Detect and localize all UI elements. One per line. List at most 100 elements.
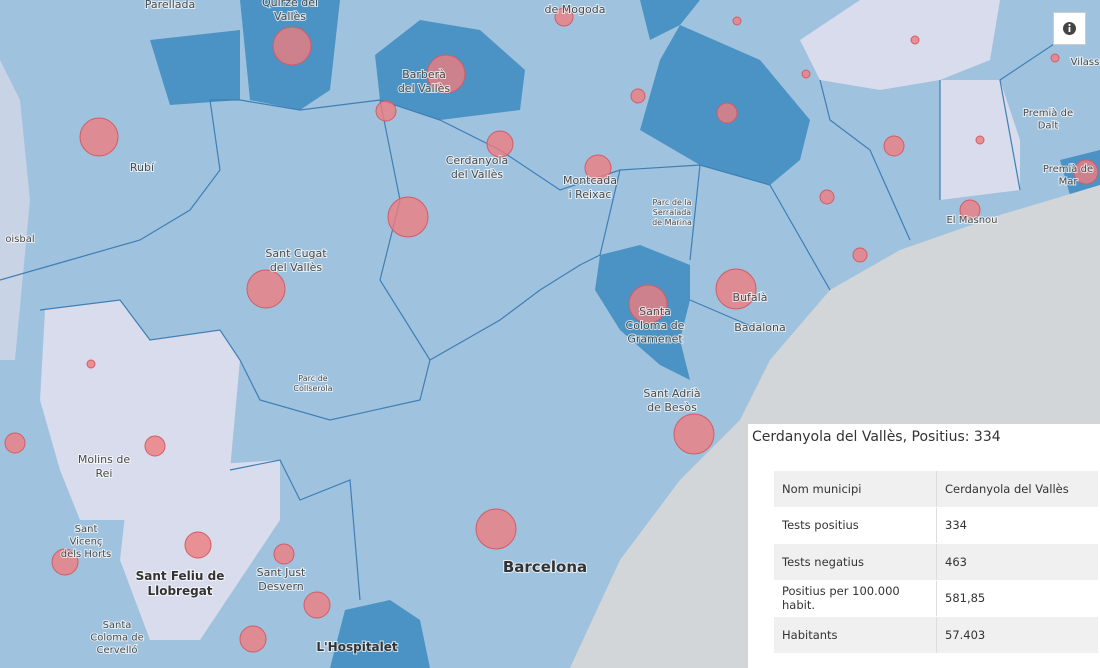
field-name: Tests negatius — [774, 543, 937, 581]
place-label-line: Coloma de — [90, 633, 144, 644]
place-label-line: Sant Adrià — [643, 387, 700, 400]
case-circle — [387, 196, 429, 238]
area-light — [0, 60, 30, 360]
field-name: Nom municipi — [774, 471, 937, 508]
place-label: Santa Coloma de Gramenet — [626, 305, 685, 346]
place-label-line: El Masnou — [946, 215, 997, 226]
case-circle — [628, 284, 668, 324]
place-label-line: Vicenç — [70, 537, 103, 548]
case-circle — [375, 100, 397, 122]
place-label: Premià de Mar — [1043, 163, 1093, 188]
case-circle — [819, 189, 835, 205]
place-label-line: oisbal — [5, 234, 34, 245]
place-label-line: Molins de — [78, 453, 131, 466]
field-value: Cerdanyola del Vallès — [936, 471, 1098, 508]
case-circle — [716, 102, 738, 124]
case-circle — [584, 154, 612, 182]
place-label-line: Sant Cugat — [265, 247, 327, 260]
place-label-line: Premià de — [1043, 163, 1093, 175]
field-name: Tests positius — [774, 507, 937, 544]
popup-table: Nom municipi Cerdanyola del Vallès Tests p… — [774, 471, 1098, 654]
info-button[interactable] — [1053, 12, 1086, 45]
place-label: Molins de Rei — [78, 453, 131, 480]
place-label-line: Parellada — [145, 0, 196, 11]
place-label: Badalona — [734, 321, 786, 334]
place-label-line: Sant — [75, 524, 98, 535]
case-circle — [79, 117, 119, 157]
field-value: 57.403 — [936, 616, 1098, 654]
place-label-line: Badalona — [734, 321, 786, 334]
place-label: Quirze del Vallès — [262, 0, 318, 23]
info-icon — [1063, 22, 1076, 35]
place-label: Rubí — [130, 161, 155, 174]
case-circle — [144, 435, 166, 457]
case-circle — [273, 543, 295, 565]
case-circle — [1073, 159, 1099, 185]
place-label: Santa Coloma de Cervelló — [90, 620, 144, 656]
case-circle — [239, 625, 267, 653]
table-row: Tests positius 334 — [774, 507, 1098, 544]
case-circle — [801, 69, 811, 79]
case-circle — [975, 135, 985, 145]
place-label-line: Rei — [96, 467, 113, 480]
place-label-line: del Vallès — [398, 82, 451, 95]
case-circle — [959, 199, 981, 221]
place-label: Vilass — [1071, 57, 1100, 68]
case-circle — [554, 7, 574, 27]
place-label-line: Serralada — [653, 208, 692, 217]
place-label-line: Parc de la — [652, 198, 691, 207]
popup-title: Cerdanyola del Vallès, Positius: 334 — [752, 429, 1001, 445]
place-label-line: Dalt — [1038, 121, 1059, 132]
place-label-line: Sant Just — [257, 566, 306, 579]
case-circle — [184, 531, 212, 559]
place-label-line: Gramenet — [627, 333, 683, 346]
symbols — [4, 7, 1099, 653]
case-circle — [475, 508, 517, 550]
place-label-line: del Vallès — [451, 168, 504, 181]
place-label-line: Quirze del — [262, 0, 318, 9]
place-label: Sant Vicenç dels Horts — [61, 524, 112, 560]
place-label: Barcelona — [503, 558, 587, 576]
case-circle — [486, 130, 514, 158]
place-label-line: i Reixac — [569, 188, 612, 201]
table-row: Nom municipi Cerdanyola del Vallès — [774, 471, 1098, 508]
place-label-line: Barberà — [402, 68, 446, 81]
place-label-line: Parc de — [298, 374, 328, 383]
place-label: Sant Just Desvern — [257, 566, 306, 593]
case-circle — [883, 135, 905, 157]
place-label-line: Desvern — [258, 580, 304, 593]
case-circle — [51, 548, 79, 576]
place-label: Sant Feliu de Llobregat — [136, 569, 225, 598]
area-light — [800, 0, 1000, 90]
case-circle — [4, 432, 26, 454]
place-label-line: Mar — [1059, 177, 1079, 188]
place-label-line: Bufalà — [733, 291, 768, 304]
place-label: Cerdanyola del Vallès — [446, 154, 509, 181]
area-dark — [150, 30, 240, 105]
place-label: Parc de la Serralada de Marina — [652, 198, 692, 227]
case-circle — [715, 268, 757, 310]
case-circle — [246, 269, 286, 309]
case-circle — [673, 413, 715, 455]
table-row: Habitants 57.403 — [774, 616, 1098, 654]
place-label-line: de Besòs — [647, 401, 697, 414]
case-circle — [303, 591, 331, 619]
field-value: 334 — [936, 507, 1098, 544]
place-label: Sant Cugat del Vallès — [265, 247, 327, 274]
place-label: El Masnou — [946, 215, 997, 226]
place-label: Sant Adrià de Besòs — [643, 387, 700, 414]
place-label: L'Hospitalet — [316, 640, 398, 654]
area-light — [40, 300, 240, 520]
place-label-line: del Vallès — [270, 261, 323, 274]
place-label-line: de Marina — [652, 218, 692, 227]
place-label-line: Cervelló — [97, 644, 138, 656]
case-circle — [732, 16, 742, 26]
place-label-line: Collserola — [293, 384, 332, 393]
case-circle — [86, 359, 96, 369]
place-label: oisbal — [5, 234, 34, 245]
place-label: Bufalà — [733, 291, 768, 304]
field-value: 463 — [936, 543, 1098, 581]
place-label-line: L'Hospitalet — [316, 640, 398, 654]
labels: Parellada Quirze del Vallès de Mogoda Barber… — [4, 0, 1100, 657]
place-label-line: Santa — [639, 305, 671, 318]
